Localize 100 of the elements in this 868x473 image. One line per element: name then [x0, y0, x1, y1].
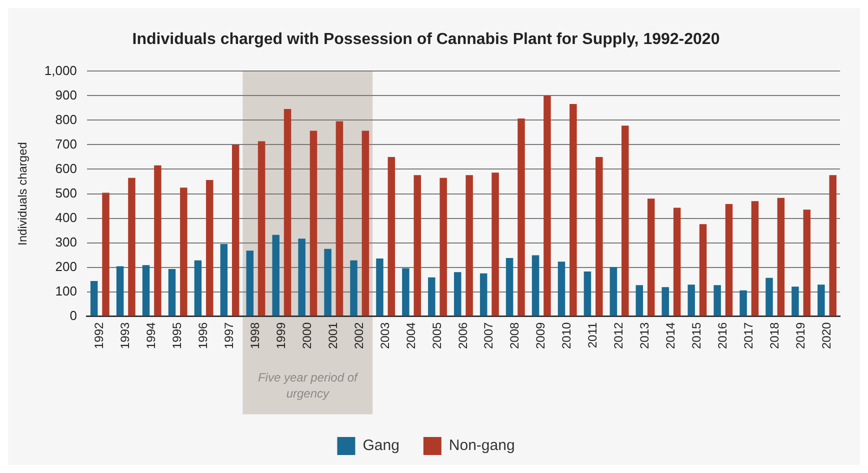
y-tick-label: 700	[55, 136, 77, 152]
bar	[803, 210, 811, 316]
bar	[376, 258, 384, 316]
bar	[154, 165, 162, 316]
bar	[220, 244, 228, 316]
x-tick-label: 2016	[715, 322, 730, 350]
bar	[532, 255, 540, 316]
bar	[792, 286, 799, 316]
y-tick-label: 1,000	[44, 62, 77, 78]
bar	[688, 284, 695, 316]
bar	[777, 198, 785, 316]
y-tick-label: 900	[55, 87, 77, 102]
bar	[310, 130, 318, 316]
bar	[440, 178, 447, 316]
x-tick-label: 2000	[300, 322, 314, 350]
x-tick-label: 2001	[326, 322, 340, 350]
bar	[751, 201, 759, 316]
bar	[128, 178, 136, 316]
bar	[116, 266, 124, 316]
bar	[699, 224, 707, 316]
x-tick-label: 1999	[274, 322, 288, 350]
bar	[662, 287, 669, 316]
x-tick-label: 2003	[378, 322, 392, 350]
bar	[194, 260, 202, 316]
x-tick-label: 2006	[456, 322, 470, 350]
x-tick-label: 2014	[664, 322, 678, 350]
bar	[818, 284, 825, 316]
bar	[246, 250, 254, 316]
x-tick-label: 2015	[689, 322, 704, 350]
bar	[206, 180, 214, 316]
x-tick-label: 2004	[404, 322, 418, 350]
y-tick-label: 300	[55, 234, 77, 250]
bar	[518, 118, 525, 316]
x-tick-label: 2012	[612, 322, 626, 350]
x-tick-label: 2005	[430, 322, 444, 350]
bar	[492, 172, 499, 316]
x-tick-label: 2009	[534, 322, 548, 350]
y-tick-label: 100	[55, 283, 77, 298]
bar	[142, 265, 150, 316]
bar	[232, 144, 240, 316]
x-tick-label: 2017	[741, 322, 756, 350]
bar	[350, 260, 358, 316]
x-tick-label: 1998	[248, 322, 262, 350]
x-tick-label: 1994	[144, 322, 158, 350]
y-tick-label: 200	[55, 258, 77, 274]
bar	[506, 258, 514, 316]
x-tick-label: 1995	[170, 322, 184, 350]
x-tick-label: 2018	[767, 322, 782, 350]
y-tick-label: 800	[55, 112, 77, 127]
bar	[168, 269, 176, 316]
bar	[466, 175, 473, 316]
x-tick-label: 2002	[352, 322, 366, 350]
bar	[388, 156, 396, 316]
x-tick-label: 2008	[508, 322, 522, 350]
x-tick-label: 1996	[196, 322, 210, 350]
x-tick-label: 2013	[638, 322, 652, 350]
bar	[102, 192, 110, 316]
bar	[324, 248, 332, 316]
legend-label: Non-gang	[448, 437, 515, 454]
bar	[740, 290, 747, 316]
bar	[402, 268, 410, 316]
band-label: Five year period of urgency	[258, 370, 360, 401]
y-tick-label: 400	[55, 210, 77, 225]
x-tick-label: 1993	[118, 322, 132, 350]
bar	[621, 126, 629, 316]
bar	[180, 188, 188, 316]
bar	[480, 273, 488, 316]
bar	[272, 234, 280, 316]
bar	[570, 104, 577, 316]
bar	[414, 175, 421, 316]
x-tick-label: 1997	[222, 322, 236, 350]
y-axis-title: Individuals charged	[16, 142, 30, 246]
bar	[284, 108, 292, 316]
bar	[829, 175, 836, 316]
bar	[454, 272, 462, 316]
bar	[714, 285, 721, 316]
bar	[584, 271, 592, 316]
bar	[298, 238, 306, 316]
bar	[428, 277, 436, 316]
bar	[362, 130, 370, 316]
bar	[673, 208, 681, 316]
bar	[766, 278, 773, 316]
bar	[610, 267, 618, 316]
x-tick-label: 2011	[586, 322, 600, 348]
bar	[596, 156, 603, 316]
legend-label: Gang	[362, 437, 400, 454]
chart-title: Individuals charged with Possession of Cannabis Plant for Supply, 1992-2020	[132, 31, 720, 48]
y-tick-label: 500	[55, 185, 77, 200]
x-tick-label: 1992	[92, 322, 106, 350]
x-tick-label: 2007	[482, 322, 496, 350]
bar	[636, 285, 644, 316]
bar	[258, 141, 266, 316]
y-tick-label: 0	[70, 308, 77, 323]
bar	[90, 281, 98, 316]
bar	[558, 262, 566, 316]
bar	[544, 96, 551, 316]
bar	[336, 121, 344, 316]
x-tick-label: 2010	[560, 322, 574, 350]
y-tick-label: 600	[55, 160, 77, 176]
bar	[647, 198, 655, 316]
